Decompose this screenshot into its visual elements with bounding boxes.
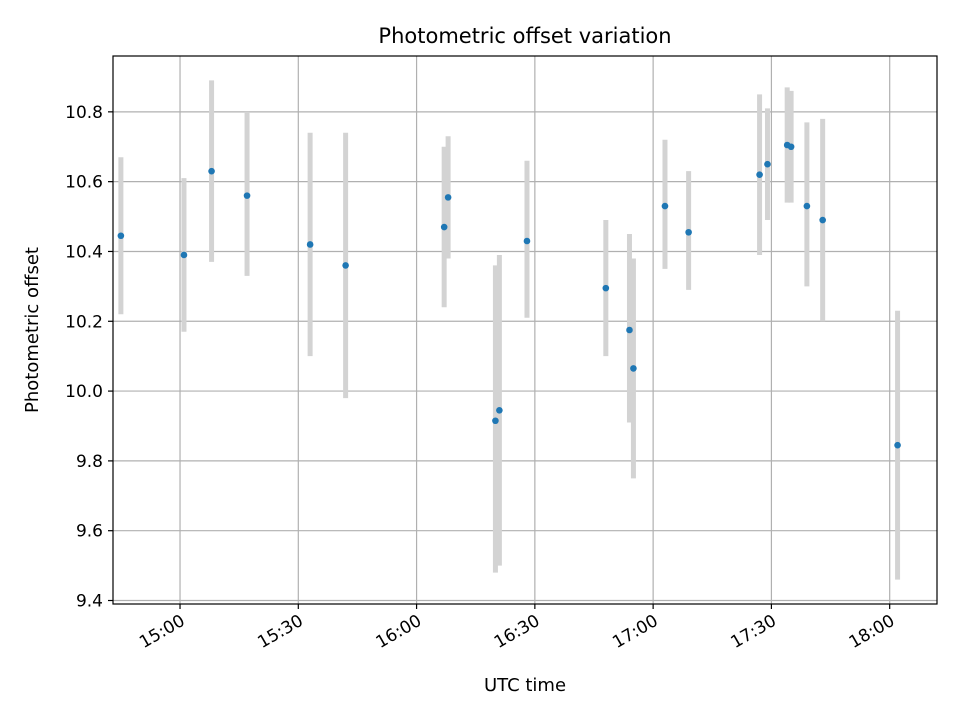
data-point: [764, 160, 771, 168]
y-tick-label: 10.4: [65, 242, 103, 262]
data-point: [444, 194, 452, 201]
y-axis-title: Photometric offset: [22, 247, 43, 413]
data-point: [787, 143, 795, 151]
y-tick-label: 10.2: [65, 312, 103, 332]
y-tick-label: 10.6: [65, 173, 103, 193]
data-point: [440, 223, 448, 231]
data-point: [661, 202, 669, 210]
point-layer: [117, 141, 901, 449]
data-point: [342, 262, 349, 269]
plot-frame: [112, 55, 938, 605]
data-point: [803, 202, 811, 210]
data-point: [626, 326, 633, 334]
data-point: [819, 216, 826, 224]
data-point: [117, 232, 125, 240]
data-point: [630, 365, 637, 372]
y-tick-label: 9.6: [76, 522, 103, 542]
data-point: [685, 228, 692, 236]
data-point: [756, 171, 763, 178]
data-point: [496, 406, 503, 414]
data-point: [602, 284, 610, 292]
data-point: [243, 192, 251, 199]
data-point: [180, 251, 188, 259]
data-point: [306, 241, 314, 248]
data-point: [208, 167, 215, 175]
data-point: [894, 441, 901, 449]
x-axis-title: UTC time: [484, 675, 566, 696]
y-tick-label: 9.8: [76, 452, 103, 472]
chart-title: Photometric offset variation: [378, 24, 671, 48]
y-tick-label: 10.0: [65, 382, 103, 402]
data-point: [492, 417, 499, 425]
data-point: [523, 237, 531, 245]
y-tick-label: 10.8: [65, 103, 103, 123]
y-tick-label: 9.4: [76, 592, 103, 612]
